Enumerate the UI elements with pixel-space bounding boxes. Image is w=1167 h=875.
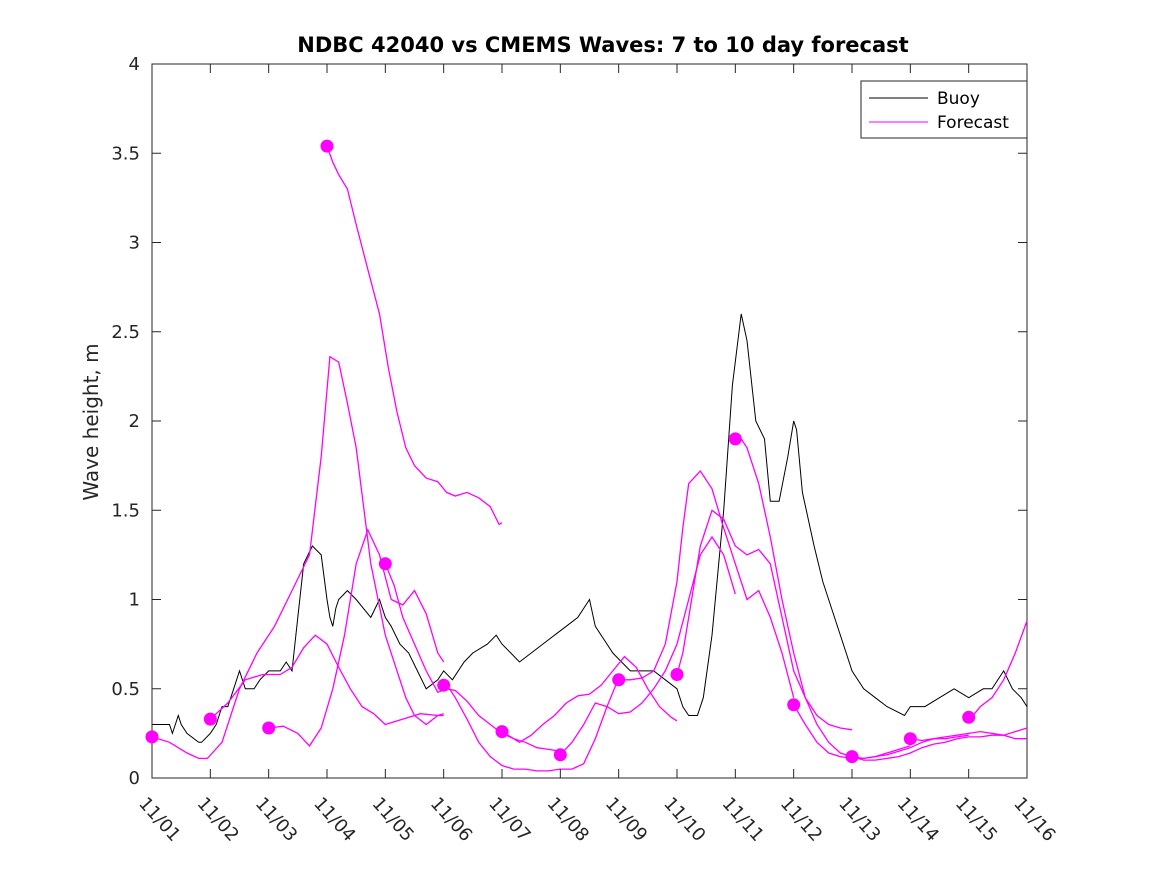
forecast-run-line-12 xyxy=(793,704,969,760)
plot-area: 00.511.522.533.54 11/01 11/02 11/03 11/04 11… xyxy=(111,54,1059,846)
y-tick-label: 0.5 xyxy=(111,679,140,700)
forecast-start-marker-14 xyxy=(903,732,917,746)
forecast-start-marker-6 xyxy=(437,678,451,692)
forecast-start-marker-3 xyxy=(262,721,276,735)
y-tick-label: 1.5 xyxy=(111,500,140,521)
forecast-run-line-1 xyxy=(151,355,444,760)
buoy-series xyxy=(152,313,1028,743)
forecast-run-line-15 xyxy=(968,620,1028,718)
forecast-series xyxy=(151,145,1028,772)
forecast-run-line-10 xyxy=(676,509,853,731)
y-tick-label: 2 xyxy=(129,411,140,432)
forecast-run-line-5 xyxy=(384,563,561,752)
forecast-start-marker-13 xyxy=(845,750,859,764)
forecast-start-marker-5 xyxy=(378,557,392,571)
forecast-run-line-7 xyxy=(501,655,678,744)
chart-title: NDBC 42040 vs CMEMS Waves: 7 to 10 day f… xyxy=(297,33,908,57)
y-tick-label: 3.5 xyxy=(111,143,140,164)
legend-box xyxy=(860,80,1028,139)
y-tick-label: 4 xyxy=(129,54,140,75)
forecast-run-line-2 xyxy=(209,634,444,726)
legend: Buoy Forecast xyxy=(860,80,1028,139)
legend-forecast-label: Forecast xyxy=(937,113,1009,133)
forecast-start-marker-10 xyxy=(670,668,684,681)
forecast-run-line-3 xyxy=(268,528,445,747)
forecast-run-line-9 xyxy=(618,469,795,698)
forecast-markers xyxy=(145,139,976,764)
forecast-start-marker-1 xyxy=(145,730,159,744)
forecast-start-marker-2 xyxy=(203,712,217,726)
forecast-run-line-14 xyxy=(910,727,1028,742)
forecast-start-marker-11 xyxy=(728,432,742,446)
forecast-run-line-6 xyxy=(443,677,620,772)
legend-buoy-label: Buoy xyxy=(937,89,980,109)
forecast-start-marker-4 xyxy=(320,139,334,153)
forecast-start-marker-12 xyxy=(787,698,801,712)
y-tick-label: 0 xyxy=(129,768,140,789)
y-tick-label: 2.5 xyxy=(111,322,140,343)
y-tick-label: 3 xyxy=(129,233,140,254)
y-axis-label: Wave height, m xyxy=(79,343,103,500)
forecast-run-line-13 xyxy=(851,734,1027,761)
forecast-run-line-4 xyxy=(326,145,503,526)
forecast-start-marker-8 xyxy=(553,748,567,762)
forecast-start-marker-7 xyxy=(495,725,509,739)
axes-box xyxy=(151,63,1028,779)
forecast-start-marker-9 xyxy=(612,673,626,687)
y-tick-label: 1 xyxy=(129,590,140,611)
y-axis-ticks: 0 0.5 1 1.5 2 2.5 3 3.5 4 xyxy=(111,54,1027,789)
forecast-start-marker-15 xyxy=(962,710,976,724)
buoy-line xyxy=(152,313,1028,743)
forecast-run-line-8 xyxy=(559,535,736,756)
